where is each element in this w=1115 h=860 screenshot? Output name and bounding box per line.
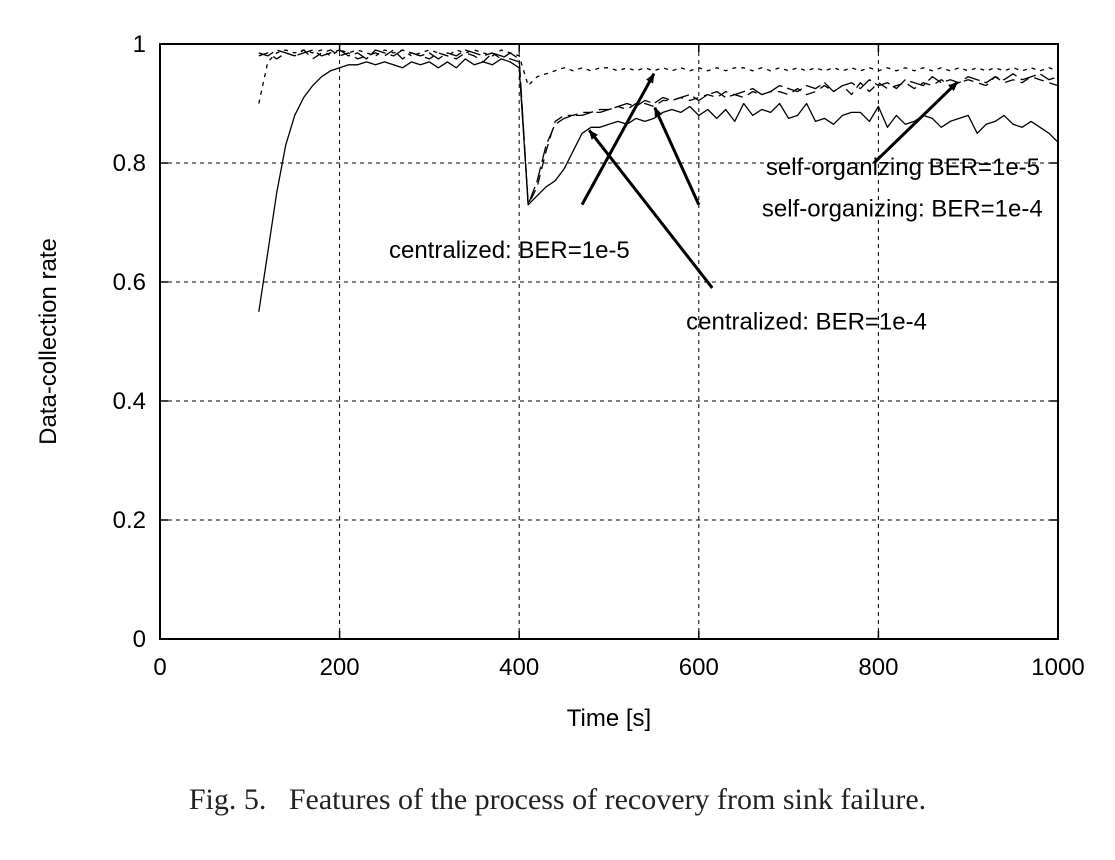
series-line-solid [258, 58, 1059, 312]
y-tick-label: 0 [133, 626, 146, 653]
x-tick-label: 600 [679, 654, 719, 681]
annotation-arrow [872, 81, 959, 165]
annotation-label: self-organizing: BER=1e-4 [762, 196, 1043, 223]
y-axis-label: Data-collection rate [35, 238, 62, 445]
y-tick-label: 0.6 [113, 269, 146, 296]
annotation-layer: centralized: BER=1e-5 centralized: BER=1e… [389, 72, 1043, 336]
y-tick-label: 0.4 [113, 388, 146, 415]
series-line-dotted [258, 49, 1059, 104]
x-tick-label: 0 [153, 654, 166, 681]
x-tick-label: 400 [499, 654, 539, 681]
annotation-arrow [653, 106, 701, 206]
series-line-dashed [258, 49, 1059, 206]
chart: 0 200 400 600 800 1000 0 0.2 0.4 0.6 0.8 1 centrali… [35, 31, 1085, 732]
x-tick-label: 800 [858, 654, 898, 681]
y-tick-label: 0.8 [113, 150, 146, 177]
tick-layer: 0 200 400 600 800 1000 0 0.2 0.4 0.6 0.8 1 [113, 31, 1085, 681]
x-axis-label: Time [s] [567, 705, 651, 732]
annotation-arrow [580, 72, 656, 206]
y-tick-label: 1 [133, 31, 146, 58]
annotation-label: self-organizing BER=1e-5 [766, 154, 1040, 181]
x-tick-label: 1000 [1031, 654, 1084, 681]
grid [160, 44, 1058, 639]
y-tick-label: 0.2 [113, 507, 146, 534]
annotation-label: centralized: BER=1e-4 [686, 309, 927, 336]
plot-frame [159, 43, 1059, 640]
annotation-label: centralized: BER=1e-5 [389, 237, 630, 264]
x-tick-label: 200 [320, 654, 360, 681]
series-line-long-dash [258, 49, 1059, 206]
annotation-arrow [588, 129, 714, 289]
figure-caption: Fig. 5. Features of the process of recov… [188, 783, 927, 816]
